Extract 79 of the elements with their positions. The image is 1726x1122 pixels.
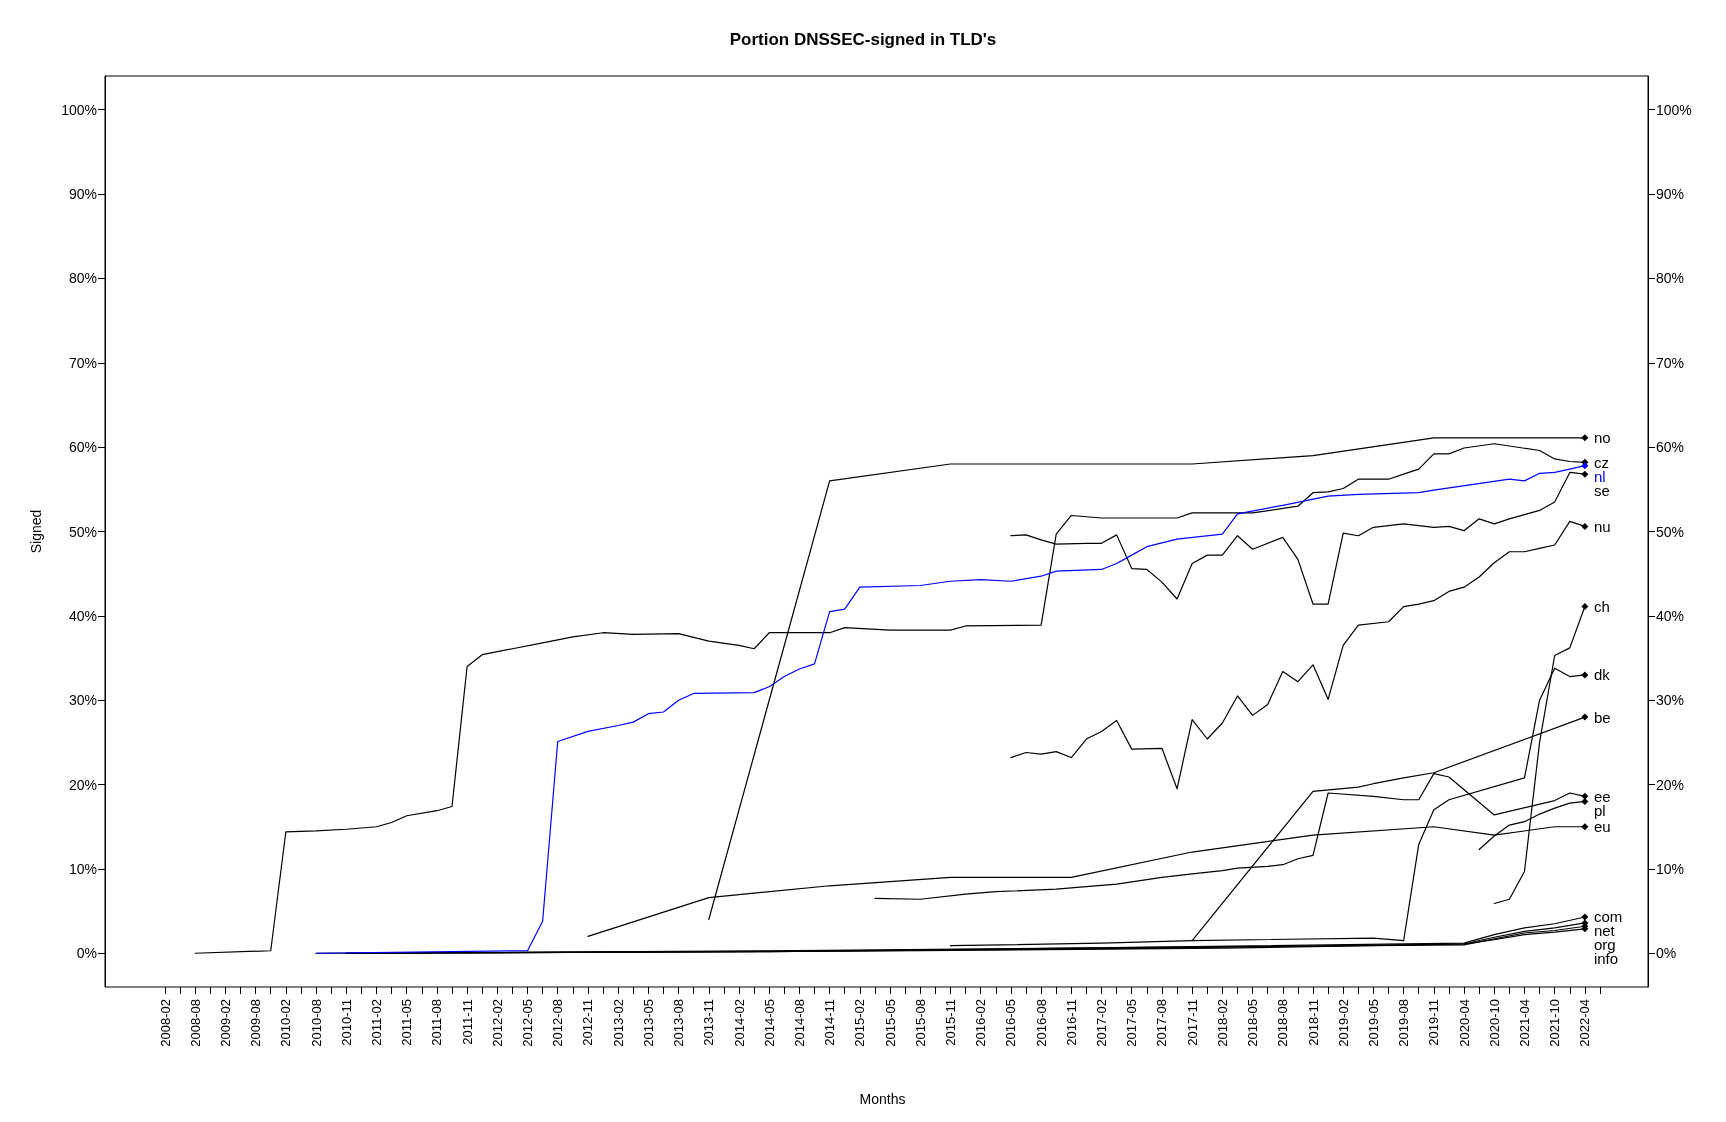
x-tick-label: 2017-02 — [1094, 999, 1110, 1047]
y-tick-label: 0% — [76, 945, 97, 962]
x-tick-label: 2011-11 — [459, 999, 475, 1045]
y2-tick-label: 90% — [1656, 186, 1685, 203]
x-tick-label: 2014-08 — [791, 999, 807, 1047]
y2-tick-label: 50% — [1656, 523, 1685, 540]
series-label: be — [1593, 708, 1611, 726]
x-tick-label: 2016-05 — [1003, 999, 1019, 1047]
x-tick-label: 2019-11 — [1426, 999, 1442, 1046]
x-axis-title: Months — [859, 1091, 906, 1107]
series-label: eu — [1593, 818, 1611, 836]
y2-tick-label: 40% — [1656, 607, 1685, 624]
y-tick-label: 10% — [68, 860, 97, 877]
x-tick-label: 2016-08 — [1033, 999, 1049, 1047]
x-tick-label: 2018-02 — [1214, 999, 1230, 1047]
x-tick-label: 2008-08 — [187, 999, 203, 1047]
y2-tick-label: 10% — [1656, 860, 1685, 877]
y-tick-label: 100% — [61, 101, 97, 118]
x-tick-label: 2019-05 — [1365, 999, 1381, 1047]
x-tick-label: 2022-04 — [1577, 999, 1593, 1047]
x-tick-label: 2014-02 — [731, 999, 747, 1047]
x-tick-label: 2009-02 — [217, 999, 233, 1047]
x-tick-label: 2018-08 — [1275, 999, 1291, 1047]
x-tick-label: 2010-11 — [338, 999, 354, 1046]
x-tick-label: 2021-04 — [1516, 999, 1532, 1047]
x-tick-label: 2021-10 — [1547, 999, 1563, 1047]
y-tick-label: 90% — [68, 186, 97, 203]
x-tick-label: 2019-08 — [1396, 999, 1412, 1047]
x-tick-label: 2009-08 — [248, 999, 264, 1047]
x-tick-label: 2013-08 — [671, 999, 687, 1047]
x-tick-label: 2015-08 — [912, 999, 928, 1047]
x-tick-label: 2018-05 — [1245, 999, 1261, 1047]
x-tick-label: 2019-02 — [1335, 999, 1351, 1047]
x-tick-label: 2014-05 — [761, 999, 777, 1047]
x-tick-label: 2012-08 — [550, 999, 566, 1047]
x-tick-label: 2011-05 — [399, 999, 415, 1046]
y2-tick-label: 100% — [1656, 101, 1692, 118]
x-tick-label: 2015-11 — [942, 999, 958, 1046]
x-tick-label: 2020-10 — [1486, 999, 1502, 1047]
y-tick-label: 20% — [68, 776, 97, 793]
x-tick-label: 2014-11 — [822, 999, 838, 1046]
x-tick-label: 2015-05 — [882, 999, 898, 1047]
x-tick-label: 2013-02 — [610, 999, 626, 1047]
x-tick-label: 2017-08 — [1154, 999, 1170, 1047]
series-label: no — [1593, 429, 1611, 447]
y2-tick-label: 20% — [1656, 776, 1685, 793]
x-tick-label: 2010-02 — [278, 999, 294, 1047]
x-tick-label: 2017-05 — [1124, 999, 1140, 1047]
y2-tick-label: 30% — [1656, 692, 1685, 709]
x-tick-label: 2011-02 — [368, 999, 384, 1046]
y2-tick-label: 0% — [1656, 945, 1677, 962]
x-tick-label: 2012-11 — [580, 999, 596, 1046]
y2-tick-label: 80% — [1656, 270, 1685, 287]
x-tick-label: 2017-11 — [1184, 999, 1200, 1046]
x-tick-label: 2016-02 — [973, 999, 989, 1047]
y-tick-label: 30% — [68, 692, 97, 709]
series-label: dk — [1593, 666, 1611, 684]
y2-tick-label: 60% — [1656, 439, 1685, 456]
y-tick-label: 50% — [68, 523, 97, 540]
y-tick-label: 60% — [68, 439, 97, 456]
x-tick-label: 2018-11 — [1305, 999, 1321, 1046]
x-tick-label: 2012-02 — [489, 999, 505, 1047]
x-tick-label: 2012-05 — [520, 999, 536, 1047]
y-tick-label: 70% — [68, 354, 97, 371]
y-axis-title: Signed — [28, 509, 44, 554]
x-tick-label: 2011-08 — [429, 999, 445, 1046]
x-tick-label: 2020-04 — [1456, 999, 1472, 1047]
chart-title: Portion DNSSEC-signed in TLD's — [729, 30, 997, 49]
series-label: ch — [1593, 598, 1610, 616]
x-tick-label: 2008-02 — [157, 999, 173, 1047]
y-tick-label: 80% — [68, 270, 97, 287]
y-tick-label: 40% — [68, 607, 97, 624]
y2-tick-label: 70% — [1656, 354, 1685, 371]
x-tick-label: 2013-05 — [640, 999, 656, 1047]
x-tick-label: 2013-11 — [701, 999, 717, 1046]
x-tick-label: 2016-11 — [1063, 999, 1079, 1046]
x-tick-label: 2015-02 — [852, 999, 868, 1047]
x-tick-label: 2010-08 — [308, 999, 324, 1047]
series-label: nu — [1593, 517, 1611, 535]
